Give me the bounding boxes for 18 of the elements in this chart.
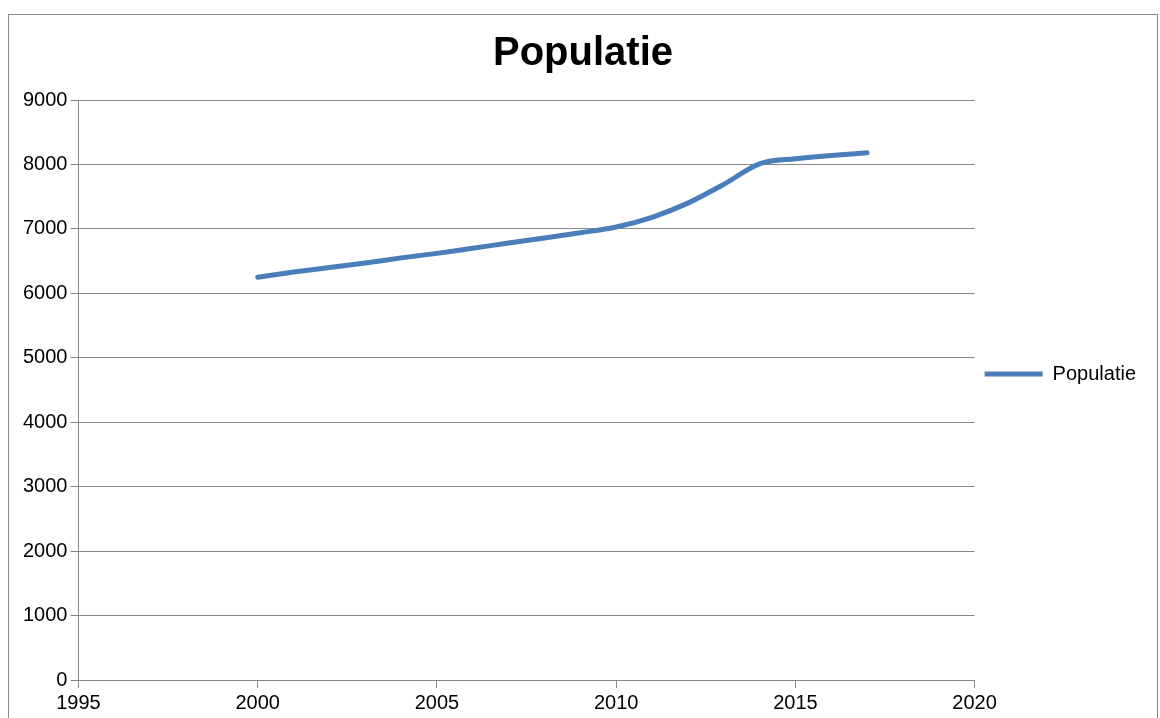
legend-label: Populatie [1052,361,1137,384]
y-tick-label: 8000 [22,151,68,174]
x-tick-label: 2020 [952,690,997,713]
chart-title: Populatie [492,29,674,74]
x-tick-label: 2015 [773,690,818,713]
x-tick-label: 2005 [414,690,460,713]
y-tick-label: 2000 [22,538,68,561]
y-tick-label: 7000 [22,216,68,239]
y-tick-label: 6000 [22,280,68,303]
y-tick-label: 5000 [22,345,68,368]
x-tick-label: 1995 [56,690,101,713]
y-tick-label: 0 [56,667,68,690]
y-tick-label: 9000 [22,87,68,110]
y-tick-label: 4000 [22,409,68,432]
x-tick-label: 2000 [235,690,280,713]
x-tick-label: 2010 [593,690,639,713]
y-tick-label: 1000 [22,603,68,626]
y-tick-label: 3000 [22,474,68,497]
